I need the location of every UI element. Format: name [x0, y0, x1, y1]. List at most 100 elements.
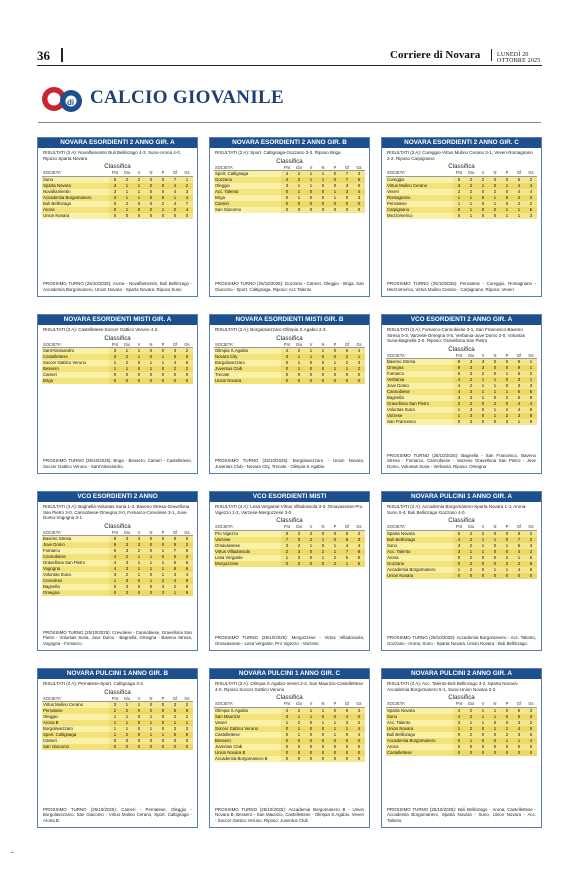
team-name: Fomarco — [42, 548, 109, 555]
column-header: Gs — [181, 529, 193, 537]
stat-cell: 0 — [329, 170, 341, 178]
table-row: Omavassese 3 2 1 0 1 4 4 — [214, 542, 365, 549]
stat-cell: 0 — [121, 372, 133, 379]
stat-cell: 2 — [341, 360, 353, 367]
classifica-label: Classifica — [448, 163, 475, 171]
table-row: Cameri 0 0 0 0 0 0 0 — [42, 738, 193, 745]
stat-cell: 3 — [169, 347, 181, 355]
stat-cell: 0 — [305, 743, 317, 750]
stat-cell: 7 — [169, 176, 181, 183]
stat-cell: 0 — [121, 744, 133, 751]
stat-cell: 3 — [121, 566, 133, 573]
stat-cell: 3 — [281, 183, 293, 190]
stat-cell: 3 — [465, 371, 477, 378]
stat-cell: 2 — [513, 194, 525, 201]
stat-cell: 0 — [489, 371, 501, 378]
stat-cell: 0 — [145, 354, 157, 361]
classifica-label: Classifica — [276, 694, 303, 702]
stat-cell: 1 — [293, 360, 305, 367]
table-row: Arona 0 0 0 0 0 0 0 — [386, 743, 537, 750]
stat-cell: 0 — [477, 200, 489, 207]
column-header: P — [501, 524, 513, 531]
stat-cell: 8 — [525, 560, 537, 567]
stat-cell: 2 — [465, 566, 477, 573]
team-name: Union Novara — [214, 378, 281, 385]
stat-cell: 6 — [109, 548, 121, 555]
stat-cell: 2 — [501, 413, 513, 420]
stat-cell: 0 — [329, 707, 341, 714]
stat-cell: 6 — [453, 530, 465, 537]
table-row: Acc. Talento 0 1 0 0 1 3 4 — [214, 189, 365, 196]
stat-cell: 1 — [157, 206, 169, 213]
stat-cell: 4 — [453, 389, 465, 396]
standings-table: SOCIETA' Pnt Gio V N P Gf Gs Virtus Mulino Ceran… — [42, 695, 193, 751]
next-round-text: PROSSIMO TURNO (25/10/2025): Mergozzese … — [215, 635, 364, 646]
stat-cell: 1 — [133, 194, 145, 201]
stat-cell: 0 — [501, 536, 513, 543]
stat-cell: 2 — [181, 366, 193, 373]
results-text: RISULTATI (2 A): Castelletese-Soccer Gat… — [43, 327, 159, 332]
table-row: Union Novara 0 0 0 0 0 0 0 — [214, 378, 365, 385]
stat-cell: 0 — [181, 535, 193, 543]
stat-cell: 0 — [489, 560, 501, 567]
stat-cell: 1 — [145, 714, 157, 721]
table-row: Soccer Gattico Veruno 1 2 0 1 1 4 6 — [42, 360, 193, 367]
stat-cell: 0 — [489, 182, 501, 189]
stat-cell: 0 — [157, 542, 169, 549]
stat-cell: 1 — [109, 578, 121, 585]
stat-cell: 0 — [501, 200, 513, 207]
team-name: Gozzano — [214, 177, 281, 184]
stat-cell: 1 — [353, 354, 365, 361]
stat-cell: 1 — [157, 732, 169, 739]
stat-cell: 0 — [157, 212, 169, 219]
stat-cell: 3 — [181, 726, 193, 733]
stat-cell: 0 — [293, 372, 305, 379]
stat-cell: 2 — [121, 200, 133, 207]
date-divider — [491, 49, 492, 61]
team-name: Bessero — [42, 366, 109, 373]
stat-cell: 1 — [329, 360, 341, 367]
stat-cell: 0 — [305, 189, 317, 196]
stat-cell: 0 — [133, 212, 145, 219]
column-header: Gio — [121, 695, 133, 703]
stat-cell: 0 — [317, 189, 329, 196]
stat-cell: 1 — [305, 183, 317, 190]
column-header: P — [501, 701, 513, 708]
column-header: Gs — [181, 170, 193, 177]
stat-cell: 3 — [109, 347, 121, 355]
next-round-text: PROSSIMO TURNO (25/10/2025): Crevolese -… — [43, 629, 192, 646]
team-name: Suno — [386, 713, 453, 720]
table-row: Buli Bellinzago 0 2 0 0 2 3 6 — [386, 731, 537, 738]
column-header: Gs — [525, 352, 537, 360]
stat-cell: 3 — [465, 413, 477, 420]
stat-cell: 0 — [477, 413, 489, 420]
stat-cell: 3 — [501, 419, 513, 426]
column-header: Gio — [465, 524, 477, 531]
standings-table: SOCIETA' Pnt Gio V N P Gf Gs Sport. Caltignaga 4 2… — [214, 164, 365, 214]
column-header: V — [477, 352, 489, 360]
stat-cell: 1 — [121, 720, 133, 727]
stat-cell: 6 — [513, 707, 525, 714]
stat-cell: 3 — [169, 726, 181, 733]
stat-cell: 0 — [501, 176, 513, 183]
table-row: Juventus Club 0 1 0 0 1 1 2 — [214, 366, 365, 373]
team-name: Varzese — [214, 536, 281, 543]
column-header: N — [489, 524, 501, 531]
next-round-text: PROSSIMO TURNO (25/10/2025): Arona - Nov… — [43, 281, 192, 292]
table-row: Juventus Club 0 0 0 0 0 0 0 — [214, 743, 365, 750]
stat-cell: 5 — [181, 548, 193, 555]
stat-cell: 1 — [157, 548, 169, 555]
team-name: Cureggio — [386, 176, 453, 183]
table-row: Mergozzese 0 2 0 0 2 1 5 — [214, 560, 365, 567]
stat-cell: 6 — [181, 360, 193, 367]
stat-cell: 3 — [293, 530, 305, 537]
table-row: Voluntas Suna 3 2 1 0 1 3 4 — [42, 572, 193, 579]
stat-cell: 3 — [181, 554, 193, 561]
stat-cell: 0 — [133, 366, 145, 373]
stat-cell: 7 — [169, 548, 181, 555]
stat-cell: 0 — [181, 212, 193, 219]
stat-cell: 0 — [329, 207, 341, 214]
stat-cell: 6 — [453, 371, 465, 378]
table-row: Gozzano 4 2 1 1 0 7 6 — [214, 177, 365, 184]
stat-cell: 1 — [293, 731, 305, 738]
